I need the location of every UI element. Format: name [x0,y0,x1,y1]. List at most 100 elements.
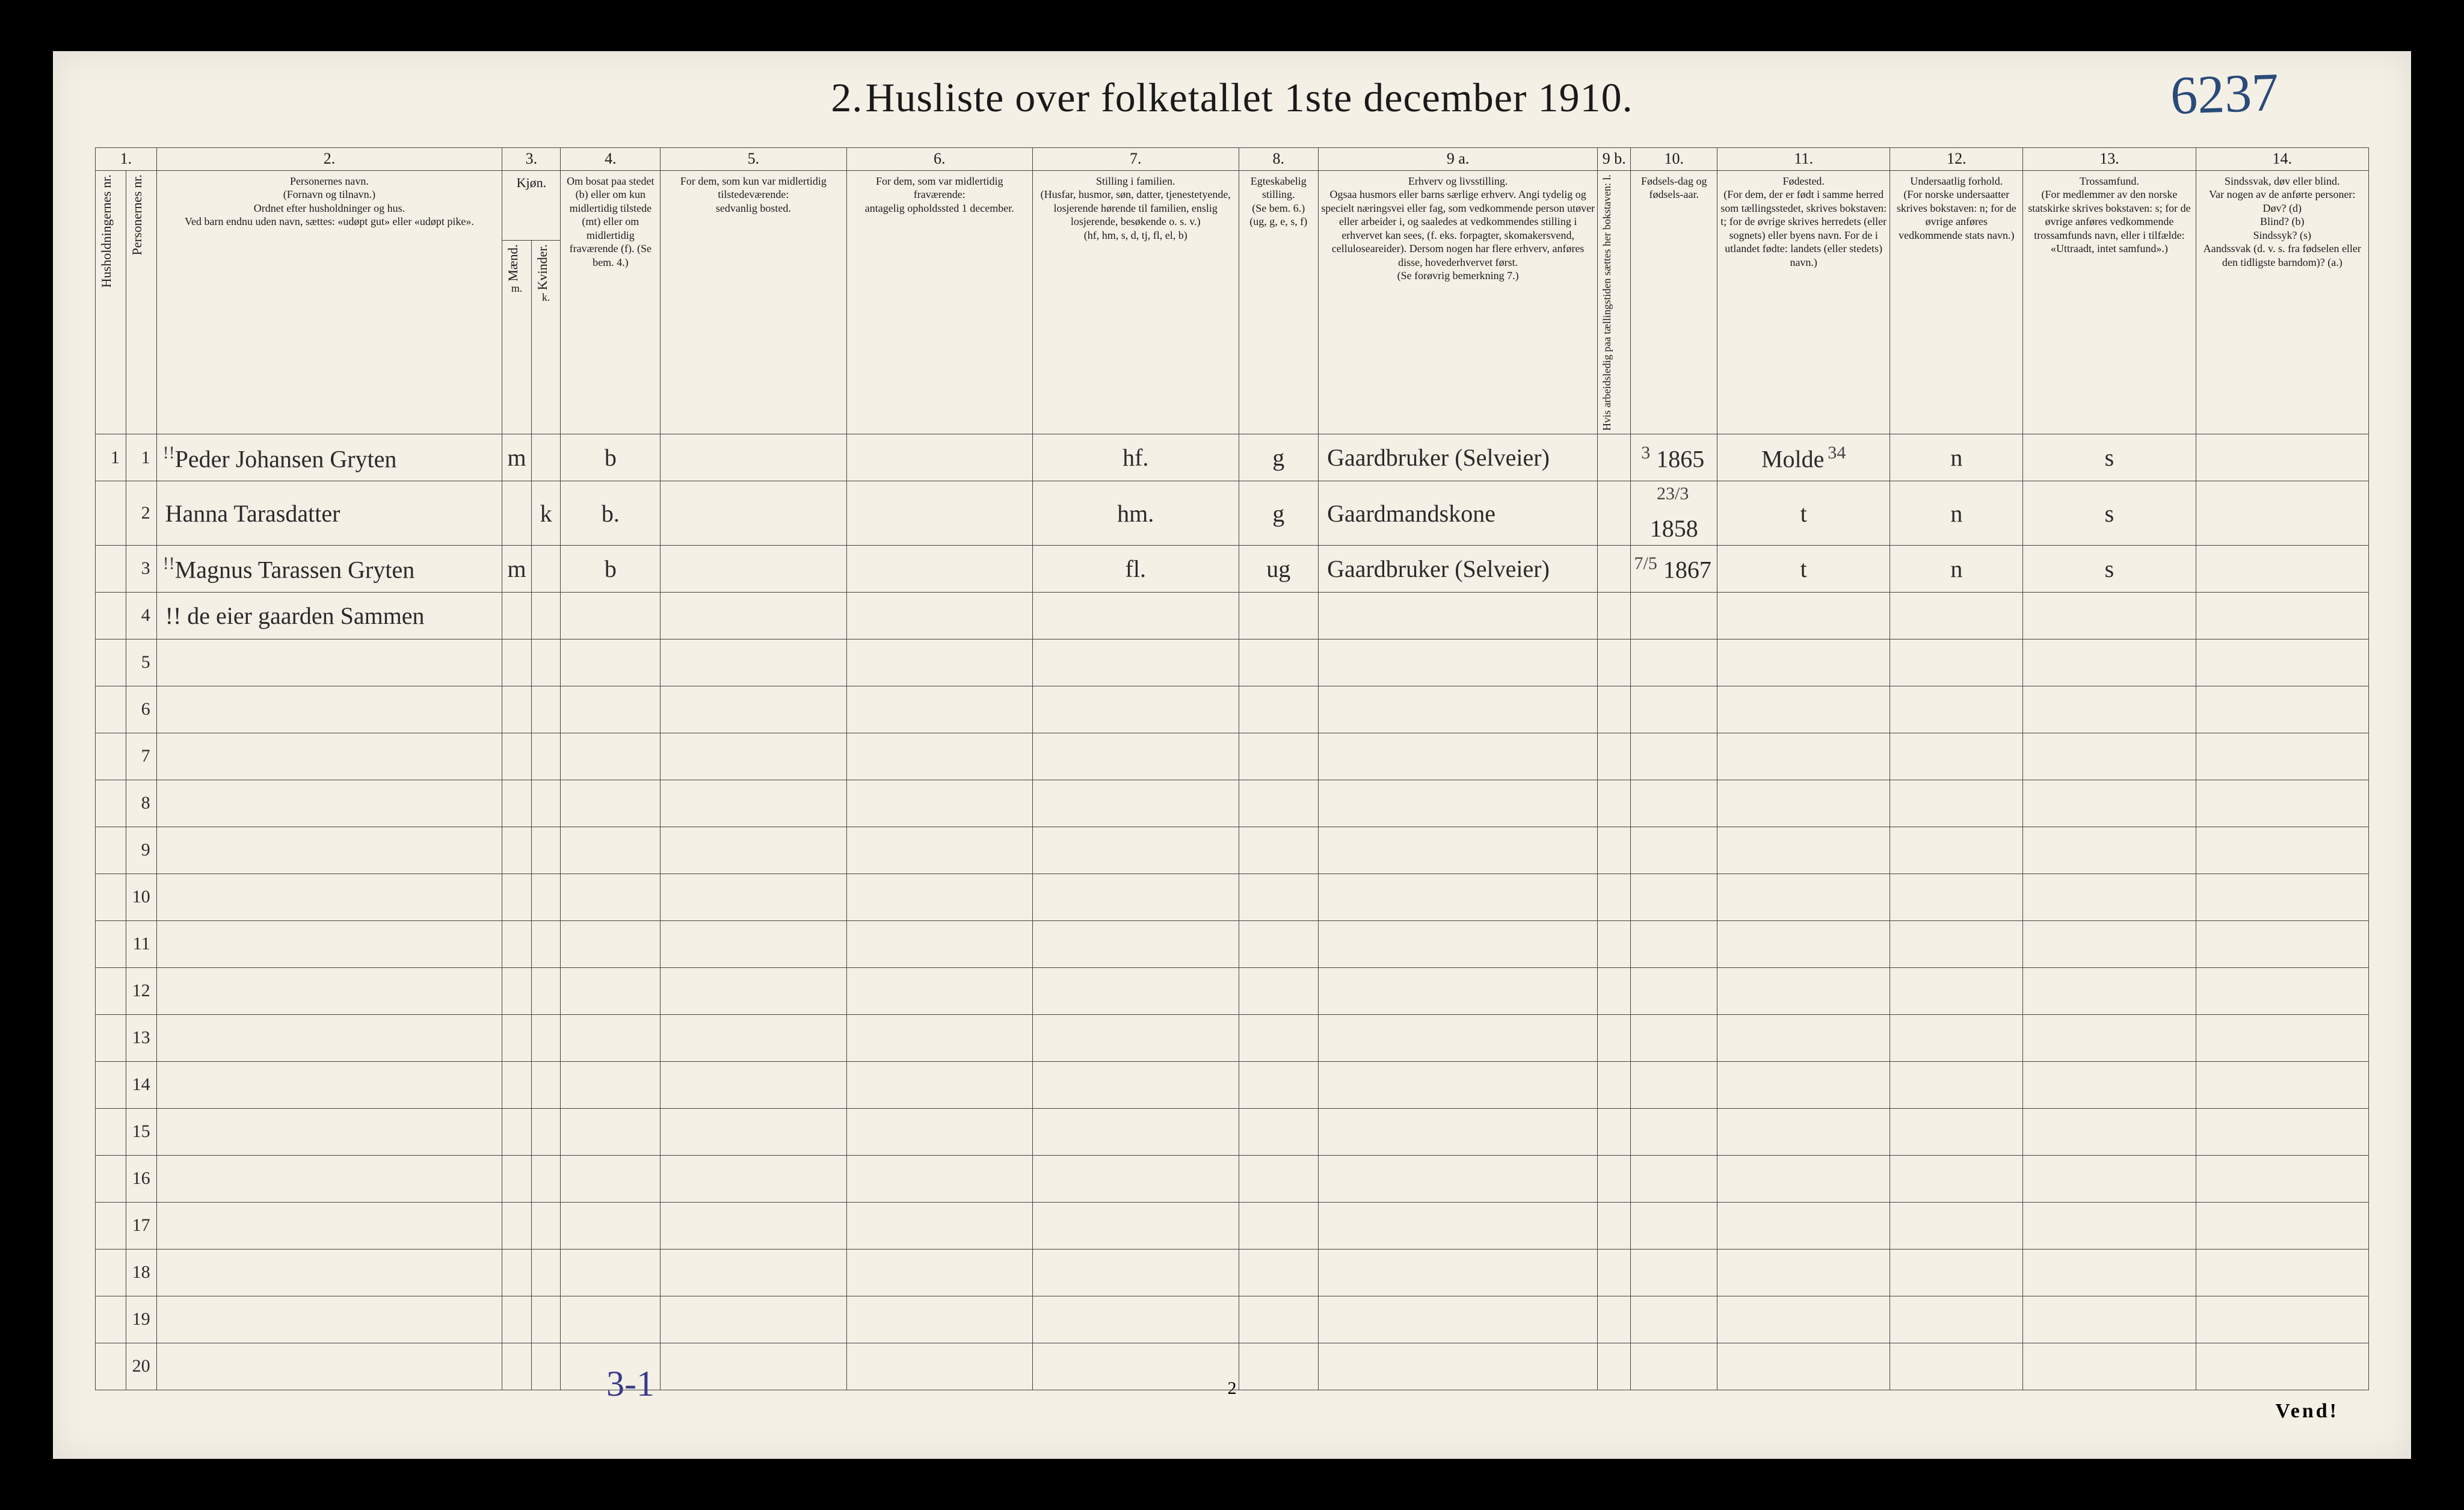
cell-empty [502,920,532,967]
cell-10 [1631,592,1717,639]
hdr-10: Fødsels-dag og fødsels-aar. [1631,170,1717,434]
cell-empty [502,733,532,780]
table-row: 18 [96,1249,2369,1296]
cell-empty [2196,827,2368,874]
cell-empty [502,1343,532,1390]
cell-7 [1032,592,1239,639]
cell-empty [1631,639,1717,686]
hdr-14: Sindssvak, døv eller blind. Var nogen av… [2196,170,2368,434]
cell-empty [561,1061,661,1108]
cell-empty [1890,1343,2023,1390]
cell-bosat: b [561,545,661,592]
cell-empty [1032,1343,1239,1390]
cell-empty [846,827,1032,874]
hdr-hh: Husholdningernes nr. [96,170,126,434]
cell-8: g [1239,434,1319,481]
cell-empty [1239,1249,1319,1296]
title-prefix: 2. [831,75,863,120]
cell-empty [661,920,846,967]
cell-5 [661,434,846,481]
cell-empty [1319,1014,1598,1061]
cell-empty [1032,1155,1239,1202]
hdr-8: Egteskabelig stilling. (Se bem. 6.) (ug,… [1239,170,1319,434]
cell-pn: 13 [126,1014,156,1061]
cell-empty [2023,1155,2196,1202]
cell-empty [156,967,502,1014]
cell-bosat: b. [561,481,661,545]
cell-empty [1890,967,2023,1014]
cell-empty [1032,1014,1239,1061]
hdr-bosat: Om bosat paa stedet (b) eller om kun mid… [561,170,661,434]
cell-empty [1631,920,1717,967]
cell-empty [661,1343,846,1390]
cell-empty [661,1249,846,1296]
cell-empty [1598,827,1631,874]
cell-empty [1239,874,1319,920]
cell-empty [2196,686,2368,733]
cell-empty [2023,1014,2196,1061]
colnum-13: 13. [2023,148,2196,171]
colnum-3: 3. [502,148,561,171]
cell-9b [1598,545,1631,592]
cell-empty [2023,1296,2196,1343]
cell-empty [2196,1249,2368,1296]
cell-empty [1319,1155,1598,1202]
cell-hh [96,686,126,733]
cell-empty [531,1202,561,1249]
cell-empty [1717,686,1890,733]
colnum-1: 1. [96,148,157,171]
cell-empty [1890,639,2023,686]
cell-bosat: b [561,434,661,481]
table-row: 4!! de eier gaarden Sammen [96,592,2369,639]
cell-empty [531,827,561,874]
cell-pn: 4 [126,592,156,639]
header-row-1: Husholdningernes nr. Personernes nr. Per… [96,170,2369,241]
hdr-kjon: Kjøn. [502,170,561,241]
cell-empty [2023,686,2196,733]
cell-hh [96,1155,126,1202]
cell-empty [1319,1249,1598,1296]
cell-empty [661,967,846,1014]
cell-empty [846,1249,1032,1296]
cell-empty [846,639,1032,686]
cell-empty [661,1155,846,1202]
cell-hh [96,920,126,967]
page-number: 2 [1228,1378,1237,1399]
table-row: 17 [96,1202,2369,1249]
cell-empty [2196,967,2368,1014]
cell-hh [96,1343,126,1390]
cell-empty [156,1296,502,1343]
cell-empty [1319,920,1598,967]
cell-hh [96,1014,126,1061]
cell-6 [846,434,1032,481]
hdr-12: Undersaatlig forhold. (For norske unders… [1890,170,2023,434]
cell-pn: 12 [126,967,156,1014]
table-wrap: 1. 2. 3. 4. 5. 6. 7. 8. 9 a. 9 b. 10. 11… [95,147,2369,1390]
cell-empty [156,1343,502,1390]
cell-empty [1890,1155,2023,1202]
cell-13 [2023,592,2196,639]
cell-empty [1890,733,2023,780]
colnum-4: 4. [561,148,661,171]
page-title: Husliste over folketallet 1ste december … [865,75,1633,120]
cell-empty [2023,1343,2196,1390]
cell-empty [1598,1061,1631,1108]
cell-empty [1717,967,1890,1014]
column-number-row: 1. 2. 3. 4. 5. 6. 7. 8. 9 a. 9 b. 10. 11… [96,148,2369,171]
cell-empty [1890,874,2023,920]
cell-empty [1239,920,1319,967]
cell-empty [661,733,846,780]
cell-name: !! de eier gaarden Sammen [156,592,502,639]
cell-empty [1239,967,1319,1014]
cell-9b [1598,592,1631,639]
cell-empty [2196,874,2368,920]
cell-pn: 20 [126,1343,156,1390]
cell-empty [1631,827,1717,874]
cell-empty [1598,1014,1631,1061]
cell-empty [1239,1061,1319,1108]
cell-empty [1631,1343,1717,1390]
cell-pn: 14 [126,1061,156,1108]
cell-empty [531,686,561,733]
cell-empty [502,874,532,920]
cell-empty [1631,1296,1717,1343]
